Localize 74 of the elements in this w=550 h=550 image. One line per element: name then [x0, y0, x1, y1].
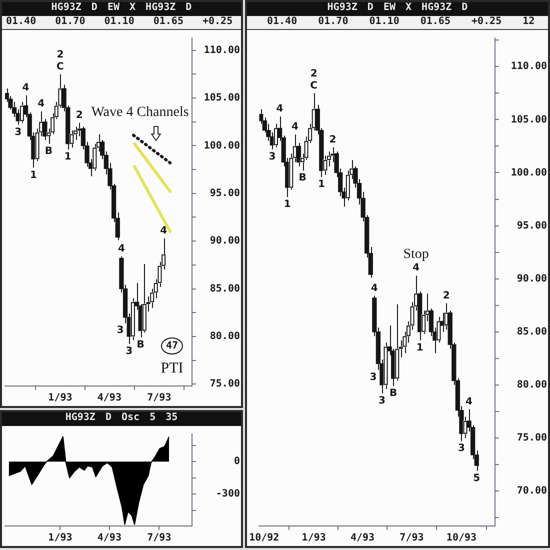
annotation: 3	[126, 346, 133, 358]
y-tick-label: 90.00	[210, 236, 240, 247]
chart-subtitle: 01.40 01.70 01.10 01.65 +0.25 12	[267, 16, 535, 27]
y-tick-label: 100.00	[510, 167, 547, 178]
y-tick-label: 85.00	[210, 283, 240, 294]
annotation: 2	[310, 68, 318, 80]
y-tick-label: 85.00	[516, 326, 547, 338]
annotation: 4	[291, 122, 298, 133]
annotation: 4	[276, 104, 284, 115]
x-tick-label: 4/93	[350, 532, 375, 544]
annotation: B	[298, 172, 306, 184]
annotation: B	[390, 388, 398, 400]
annotation: Stop	[403, 246, 429, 262]
annotation: 2	[76, 110, 83, 121]
annotation: C	[56, 61, 64, 72]
annotation: 2	[56, 49, 64, 60]
annotation: 1	[30, 170, 37, 181]
annotation: 4	[22, 82, 30, 94]
chart-title: HG93Z D EW X HG93Z D	[51, 2, 192, 13]
y-tick-label: 0	[234, 456, 240, 468]
x-tick-label: 1/93	[48, 392, 72, 404]
annotation: Wave 4 Channels	[91, 105, 189, 121]
annotation: 2	[442, 290, 450, 302]
y-tick-label: 105.00	[510, 114, 547, 126]
y-tick-label: -300	[216, 488, 240, 500]
x-tick-label: 4/93	[97, 532, 122, 544]
annotation: 4	[412, 262, 420, 274]
annotation: 3	[458, 443, 465, 454]
y-tick-label: 80.00	[210, 331, 240, 342]
y-tick-label: 100.00	[204, 140, 240, 152]
annotation: 3	[14, 126, 22, 138]
annotation: 4	[38, 98, 45, 110]
y-tick-label: 80.00	[516, 380, 547, 390]
y-tick-label: 110.00	[204, 44, 240, 56]
annotation: 3	[370, 372, 377, 384]
x-tick-label: 1/93	[48, 532, 72, 544]
x-tick-label: 4/93	[97, 392, 122, 404]
y-tick-label: 75.00	[516, 432, 547, 444]
y-tick-label: 95.00	[210, 188, 240, 199]
annotation: 4	[118, 243, 125, 254]
candlestick	[383, 342, 388, 390]
annotation: 1	[318, 179, 325, 190]
annotation: 2	[329, 134, 336, 146]
annotation: 47	[160, 338, 184, 354]
y-tick-label: 70.00	[516, 486, 547, 497]
x-tick-label: 7/93	[400, 532, 424, 544]
y-tick-label: 75.00	[210, 378, 240, 390]
y-tick-label: 90.00	[516, 273, 547, 284]
y-tick-label: 105.00	[204, 92, 240, 104]
x-tick-label: 10/92	[249, 532, 280, 544]
annotation: 4	[466, 396, 473, 408]
annotation: 1	[416, 342, 424, 354]
y-tick-label: 95.00	[516, 220, 547, 232]
annotation: 3	[378, 395, 386, 406]
annotation: 5	[473, 472, 480, 484]
annotation: 1	[284, 199, 291, 210]
candlestick	[142, 263, 147, 334]
annotation: 4	[370, 282, 378, 294]
annotation: 3	[268, 151, 276, 162]
annotation: PTI	[160, 360, 184, 378]
y-tick-label: 110.00	[510, 61, 547, 72]
x-tick-label: 7/93	[147, 532, 172, 544]
chart-title: HG93Z D Osc 5 35	[65, 412, 178, 423]
annotation: C	[310, 80, 318, 92]
chart-title: HG93Z D EW X HG93Z D	[327, 2, 468, 13]
x-tick-label: 10/93	[446, 532, 477, 544]
annotation: 4	[160, 225, 168, 236]
x-tick-label: 1/93	[302, 532, 326, 544]
annotation: B	[136, 339, 144, 350]
annotation: 1	[64, 152, 72, 163]
chart-subtitle: 01.40 01.70 01.10 01.65 +0.25	[6, 16, 233, 27]
annotation: B	[44, 146, 53, 157]
annotation: 3	[116, 325, 124, 336]
x-tick-label: 7/93	[147, 392, 172, 404]
